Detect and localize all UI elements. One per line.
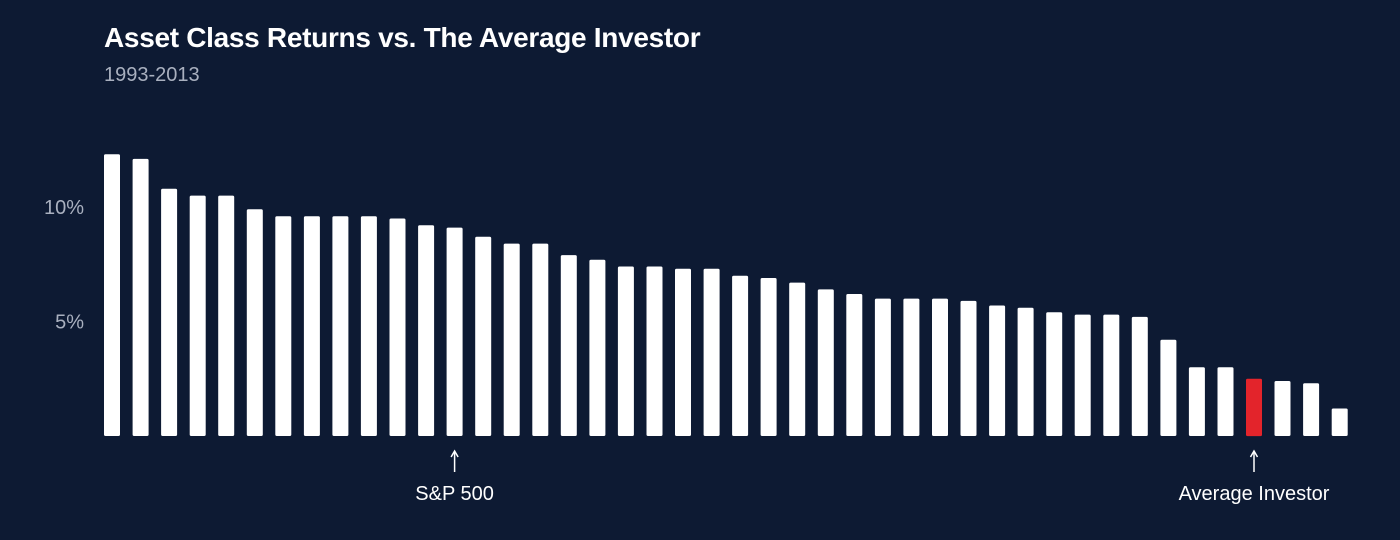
annotation: Average Investor	[1179, 449, 1330, 505]
chart-subtitle: 1993-2013	[104, 64, 200, 86]
bar	[617, 266, 634, 436]
bar	[989, 305, 1006, 436]
bar	[932, 298, 948, 436]
bar	[1103, 314, 1120, 436]
bar	[1274, 381, 1291, 436]
bar	[903, 298, 920, 436]
bar	[503, 243, 520, 436]
bar	[817, 289, 834, 436]
chart-title: Asset Class Returns vs. The Average Inve…	[104, 22, 701, 53]
bar	[1074, 314, 1091, 436]
bar	[303, 216, 320, 436]
y-tick-label: 10%	[44, 197, 84, 219]
y-axis: 10% 5%	[44, 197, 84, 334]
bar	[475, 236, 492, 436]
bar	[446, 227, 463, 436]
bar	[703, 268, 720, 436]
bar-group	[104, 154, 1348, 437]
bar	[1160, 339, 1177, 436]
bar-highlight	[1246, 378, 1262, 437]
annotation-group: S&P 500 Average Investor	[415, 449, 1330, 505]
bar	[789, 282, 806, 436]
arrow-up-icon	[450, 449, 459, 458]
y-tick-label: 5%	[55, 312, 84, 334]
bar	[246, 209, 263, 436]
bar	[389, 218, 406, 436]
bar	[104, 154, 120, 437]
annotation: S&P 500	[415, 449, 494, 505]
bar	[1046, 312, 1063, 436]
bar	[332, 216, 349, 436]
bar	[189, 195, 206, 436]
bar	[1331, 408, 1348, 436]
annotation-label: S&P 500	[415, 483, 494, 505]
bar	[646, 266, 663, 436]
bar	[560, 255, 577, 436]
bar	[1017, 307, 1034, 436]
arrow-up-icon	[1249, 449, 1259, 458]
bar	[760, 278, 777, 436]
bar	[846, 294, 863, 436]
bar	[532, 243, 549, 436]
bar	[1303, 383, 1320, 436]
bar	[218, 195, 235, 436]
bar	[1131, 316, 1148, 436]
bar	[161, 188, 178, 436]
bar	[675, 268, 691, 436]
bar	[132, 158, 149, 436]
bar	[418, 225, 435, 436]
bar	[732, 275, 749, 436]
bar	[1188, 367, 1205, 436]
annotation-label: Average Investor	[1179, 483, 1330, 505]
bar	[275, 216, 292, 436]
bar	[589, 259, 606, 436]
bar	[960, 300, 977, 436]
bar	[874, 298, 891, 436]
bar	[1217, 367, 1234, 436]
bar	[360, 216, 377, 436]
